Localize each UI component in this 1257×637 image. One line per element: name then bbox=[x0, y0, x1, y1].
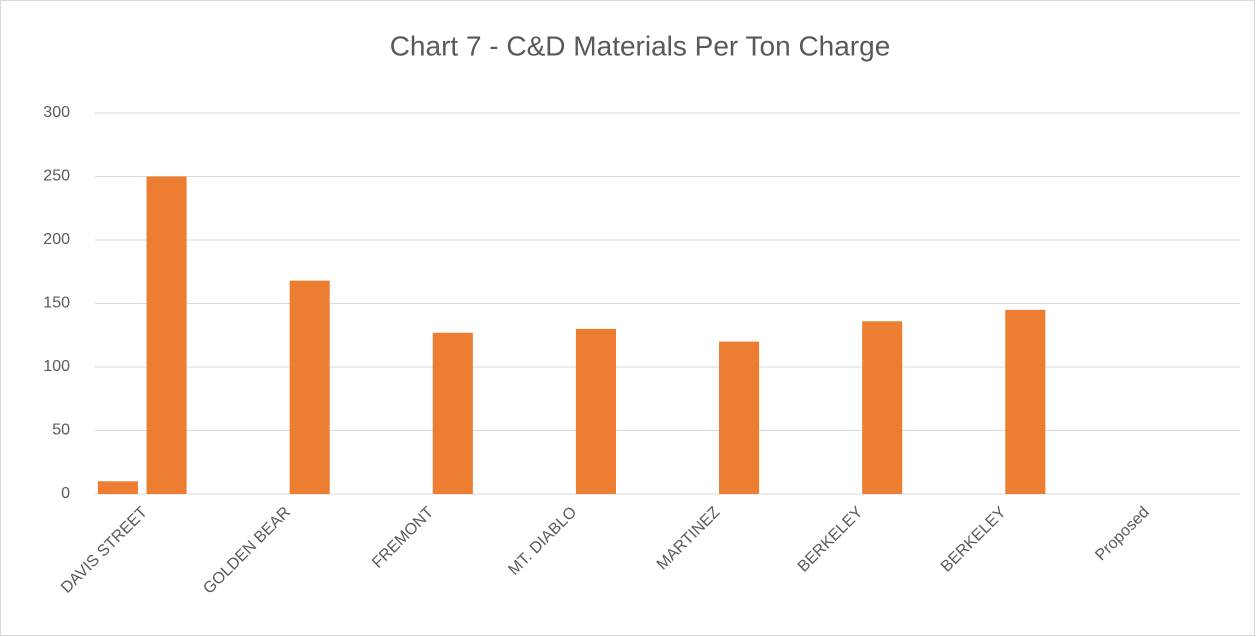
bar bbox=[97, 481, 138, 494]
y-tick-label: 50 bbox=[52, 422, 70, 439]
bar bbox=[575, 328, 616, 494]
bar bbox=[432, 332, 473, 494]
y-tick-label: 100 bbox=[43, 358, 70, 375]
bar bbox=[719, 341, 760, 494]
y-tick-label: 200 bbox=[43, 231, 70, 248]
bar bbox=[146, 176, 187, 494]
y-tick-label: 0 bbox=[61, 485, 70, 502]
y-tick-label: 150 bbox=[43, 295, 70, 312]
bar bbox=[1005, 309, 1046, 494]
chart-title: Chart 7 - C&D Materials Per Ton Charge bbox=[390, 30, 891, 61]
y-tick-label: 250 bbox=[43, 168, 70, 185]
bar bbox=[862, 321, 903, 494]
bar bbox=[289, 280, 330, 494]
y-tick-label: 300 bbox=[43, 104, 70, 121]
